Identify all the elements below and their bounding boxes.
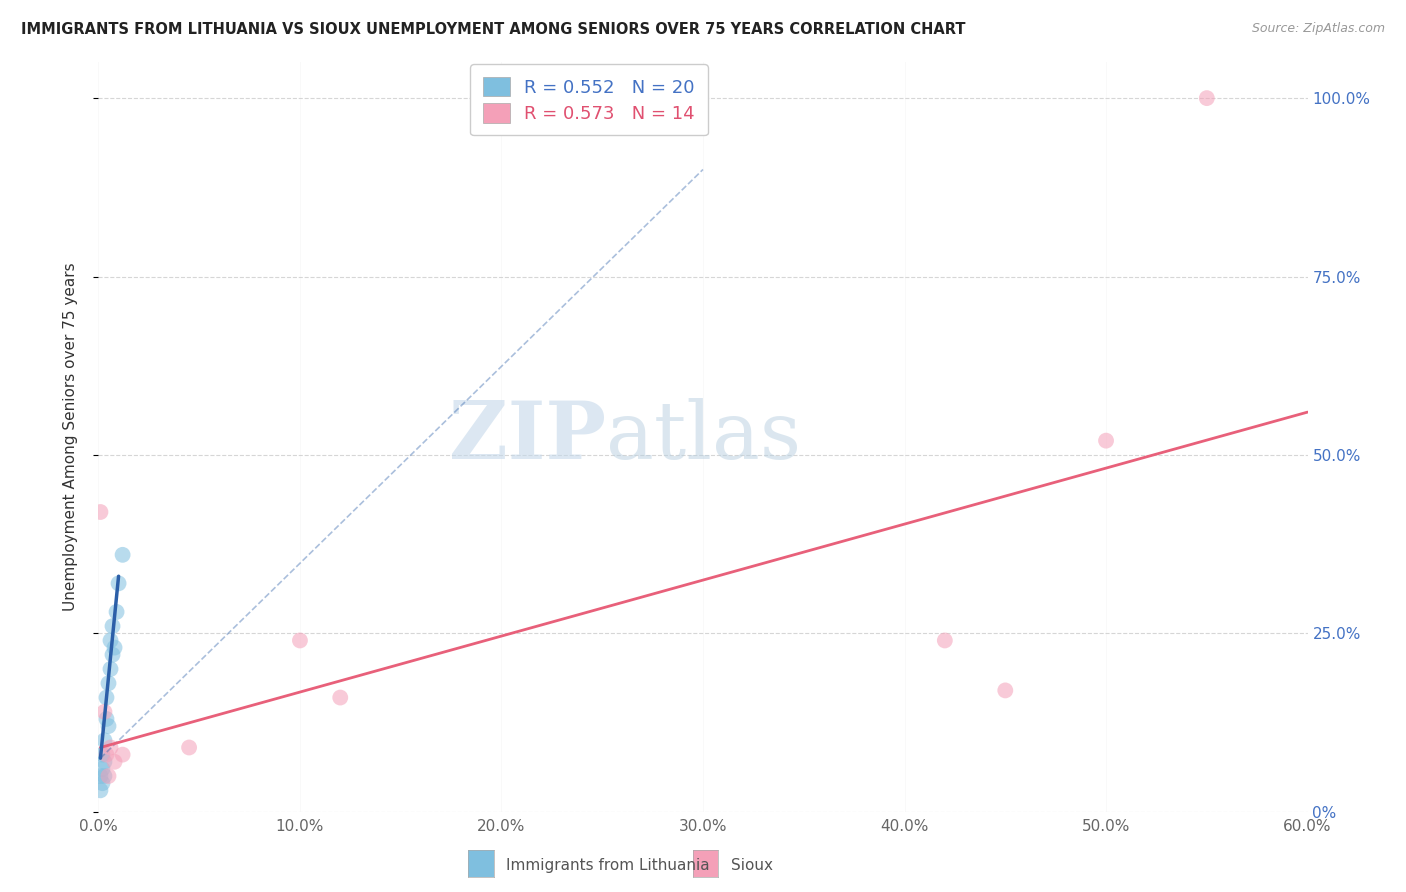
- Point: [89, 783, 111, 797]
- Text: Immigrants from Lithuania: Immigrants from Lithuania: [506, 858, 710, 872]
- Point: [91, 762, 114, 776]
- Y-axis label: Unemployment Among Seniors over 75 years: Unemployment Among Seniors over 75 years: [63, 263, 77, 611]
- Point: [96, 690, 118, 705]
- Point: [91, 776, 114, 790]
- Point: [100, 662, 122, 676]
- Point: [100, 740, 122, 755]
- Point: [179, 740, 201, 755]
- Text: Source: ZipAtlas.com: Source: ZipAtlas.com: [1251, 22, 1385, 36]
- Text: Sioux: Sioux: [731, 858, 773, 872]
- Point: [100, 633, 122, 648]
- Point: [89, 505, 111, 519]
- Point: [103, 755, 125, 769]
- Point: [934, 633, 956, 648]
- Point: [96, 712, 118, 726]
- Point: [89, 769, 111, 783]
- Point: [288, 633, 311, 648]
- Point: [994, 683, 1017, 698]
- Point: [1195, 91, 1218, 105]
- Point: [329, 690, 352, 705]
- Point: [111, 747, 134, 762]
- Point: [103, 640, 125, 655]
- Point: [93, 755, 115, 769]
- Point: [101, 648, 124, 662]
- Point: [105, 605, 128, 619]
- Text: atlas: atlas: [606, 398, 801, 476]
- Text: ZIP: ZIP: [450, 398, 606, 476]
- Point: [111, 548, 134, 562]
- Point: [93, 769, 115, 783]
- Point: [1095, 434, 1118, 448]
- Point: [96, 747, 118, 762]
- Point: [97, 769, 120, 783]
- Point: [107, 576, 129, 591]
- Point: [97, 719, 120, 733]
- Legend: R = 0.552   N = 20, R = 0.573   N = 14: R = 0.552 N = 20, R = 0.573 N = 14: [470, 64, 707, 136]
- Point: [93, 733, 115, 747]
- Text: IMMIGRANTS FROM LITHUANIA VS SIOUX UNEMPLOYMENT AMONG SENIORS OVER 75 YEARS CORR: IMMIGRANTS FROM LITHUANIA VS SIOUX UNEMP…: [21, 22, 966, 37]
- Point: [93, 705, 115, 719]
- Point: [97, 676, 120, 690]
- Point: [101, 619, 124, 633]
- Point: [91, 747, 114, 762]
